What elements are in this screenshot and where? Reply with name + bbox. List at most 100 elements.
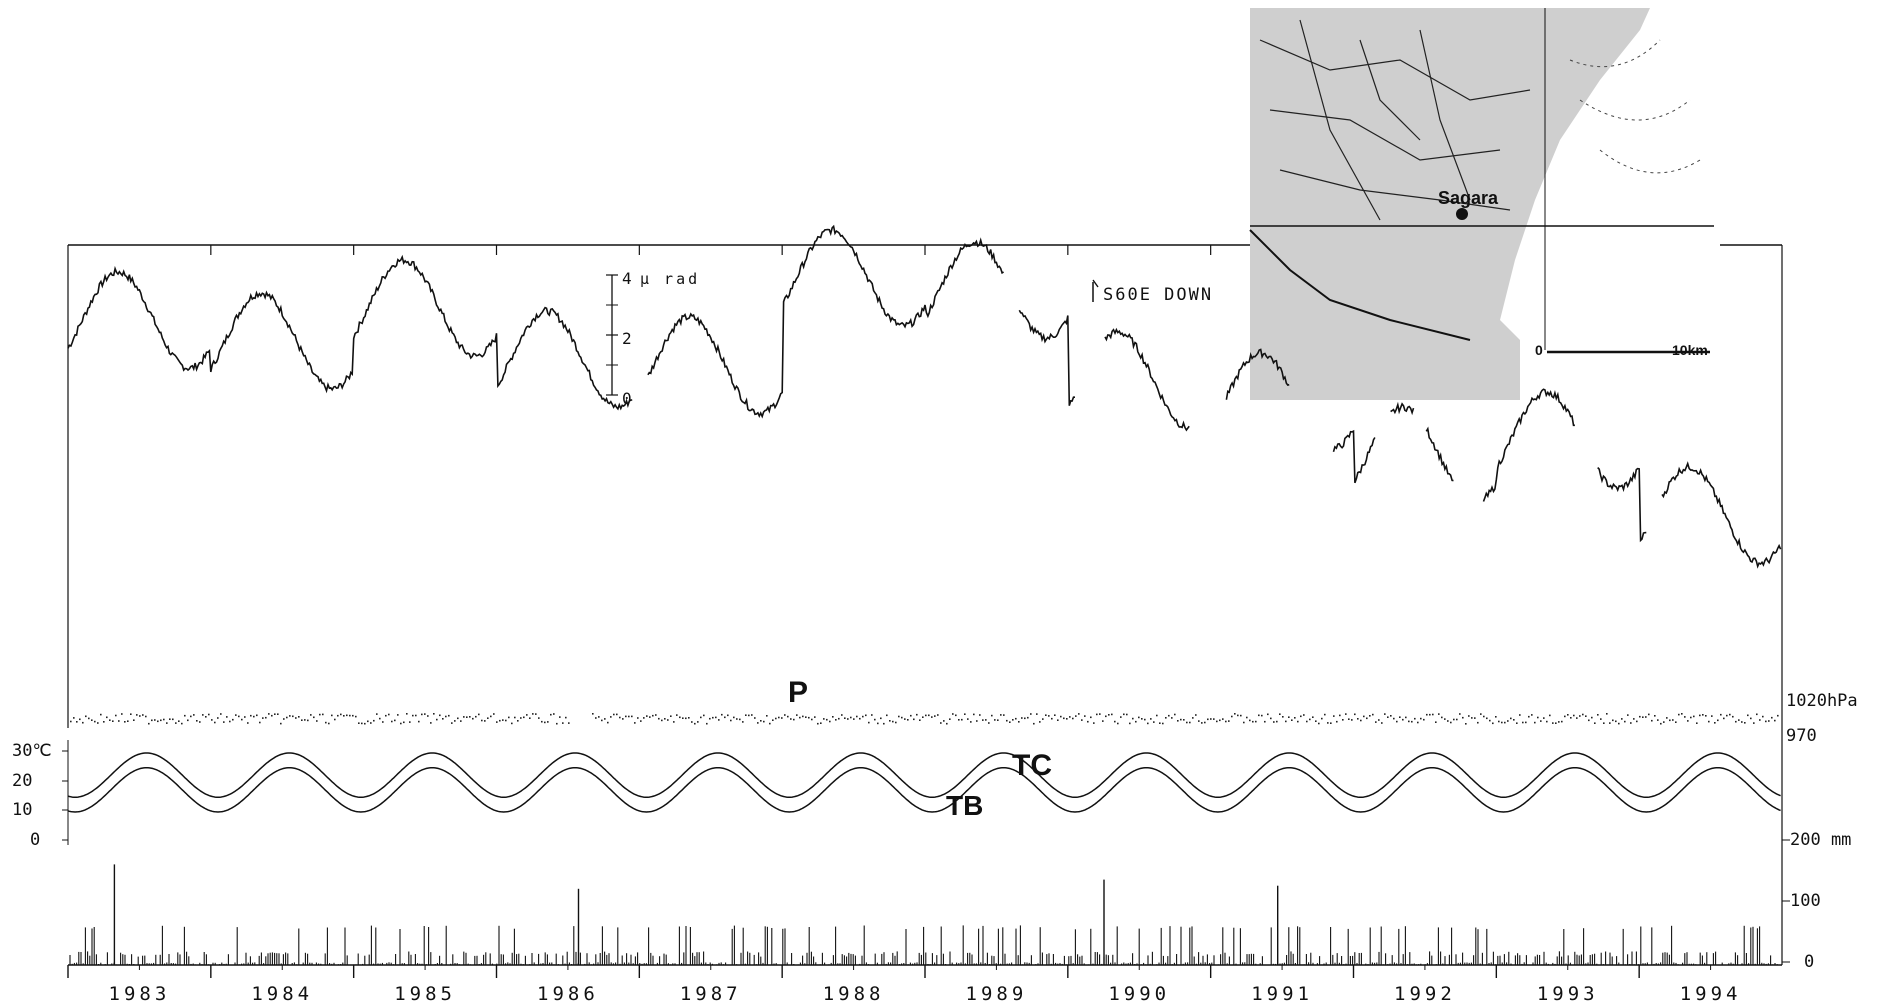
inset-map-place-label: Sagara: [1438, 188, 1499, 208]
pressure-dot: [802, 715, 804, 718]
pressure-dot: [178, 720, 180, 722]
pressure-dot: [1618, 722, 1620, 725]
pressure-dot: [1585, 715, 1587, 717]
pressure-dot: [82, 721, 84, 724]
pressure-dot: [1180, 718, 1182, 721]
pressure-dot: [385, 714, 387, 717]
pressure-dot: [1303, 714, 1305, 716]
pressure-dot: [244, 716, 246, 718]
pressure-dot: [1264, 720, 1266, 723]
tilt-series-label: S60E DOWN: [1103, 285, 1213, 305]
pressure-dot: [253, 715, 255, 718]
pressure-dot: [1315, 720, 1317, 722]
pressure-dot: [1720, 713, 1722, 716]
precip-axis-ticks: [1782, 839, 1790, 963]
pressure-dot: [706, 722, 708, 725]
year-label: 1991: [1251, 983, 1313, 1005]
pressure-dot: [1570, 717, 1572, 719]
pressure-dot: [448, 714, 450, 717]
pressure-dot: [562, 722, 564, 724]
pressure-dot: [1714, 722, 1716, 724]
pressure-dot: [1042, 718, 1044, 720]
pressure-dot: [1741, 721, 1743, 723]
pressure-dot: [556, 722, 558, 725]
pressure-dot: [781, 717, 783, 719]
pressure-dot: [607, 721, 609, 724]
tilt-line-segment: [1482, 388, 1575, 502]
pressure-dot: [997, 719, 999, 721]
pressure-dot: [646, 715, 648, 717]
pressure-dot: [874, 718, 876, 721]
pressure-dot: [1291, 719, 1293, 721]
pressure-dot: [1039, 721, 1041, 723]
temp-tick-10: 10: [12, 800, 32, 820]
pressure-dot: [901, 716, 903, 719]
pressure-dot: [748, 714, 750, 717]
pressure-dot: [454, 720, 456, 722]
pressure-dot: [547, 721, 549, 723]
pressure-dot: [796, 714, 798, 716]
pressure-dot: [355, 715, 357, 718]
pressure-dot: [1048, 715, 1050, 717]
pressure-dot: [1411, 720, 1413, 723]
inset-map-scale-end: 10km: [1672, 342, 1708, 358]
pressure-dot: [181, 722, 183, 725]
pressure-dot: [1705, 715, 1707, 717]
pressure-dot: [154, 719, 156, 721]
pressure-dot: [1276, 720, 1278, 723]
pressure-dot: [1150, 718, 1152, 720]
pressure-dot: [1009, 721, 1011, 723]
pressure-dot: [889, 720, 891, 722]
pressure-dot: [862, 715, 864, 718]
pressure-dot: [1756, 713, 1758, 716]
pressure-dot: [1060, 715, 1062, 718]
pressure-dot: [487, 717, 489, 719]
pressure-dot: [1165, 717, 1167, 719]
pressure-dot: [1267, 713, 1269, 716]
pressure-dot: [169, 718, 171, 720]
pressure-dot: [463, 716, 465, 718]
year-label: 1985: [394, 983, 456, 1005]
pressure-dot: [1777, 714, 1779, 717]
pressure-dot: [337, 714, 339, 717]
pressure-dot: [1444, 718, 1446, 720]
pressure-dot: [1036, 713, 1038, 715]
pressure-dot: [1471, 717, 1473, 719]
pressure-dot: [1066, 718, 1068, 720]
pressure-dot: [493, 713, 495, 715]
pressure-dot: [682, 717, 684, 719]
pressure-dot: [274, 713, 276, 715]
pressure-dot: [1675, 721, 1677, 723]
pressure-dot: [73, 717, 75, 719]
pressure-dot: [184, 714, 186, 717]
pressure-dot: [1435, 721, 1437, 723]
pressure-dot: [325, 721, 327, 724]
pressure-dot: [676, 714, 678, 716]
pressure-dot: [1600, 718, 1602, 720]
pressure-dot: [1285, 720, 1287, 723]
pressure-dot: [757, 722, 759, 724]
pressure-dot: [550, 713, 552, 716]
pressure-dot: [703, 714, 705, 717]
pressure-dot: [691, 721, 693, 723]
pressure-dot: [772, 719, 774, 721]
pressure-dot: [1168, 714, 1170, 717]
pressure-dot: [1693, 715, 1695, 718]
pressure-dot: [658, 717, 660, 720]
pressure-dot: [1063, 717, 1065, 720]
pressure-dot: [1594, 722, 1596, 724]
pressure-dot: [1339, 714, 1341, 717]
tilt-direction-arrow: [1092, 279, 1099, 302]
pressure-dot: [1711, 715, 1713, 717]
pressure-dot: [121, 713, 123, 715]
pressure-dot: [1057, 719, 1059, 721]
pressure-dot: [496, 721, 498, 723]
pressure-dot: [247, 722, 249, 724]
pressure-dot: [1447, 720, 1449, 722]
pressure-dot: [1345, 713, 1347, 715]
pressure-dot: [655, 714, 657, 716]
pressure-dot: [670, 715, 672, 717]
pressure-dot: [1465, 723, 1467, 725]
pressure-dot: [1087, 720, 1089, 723]
